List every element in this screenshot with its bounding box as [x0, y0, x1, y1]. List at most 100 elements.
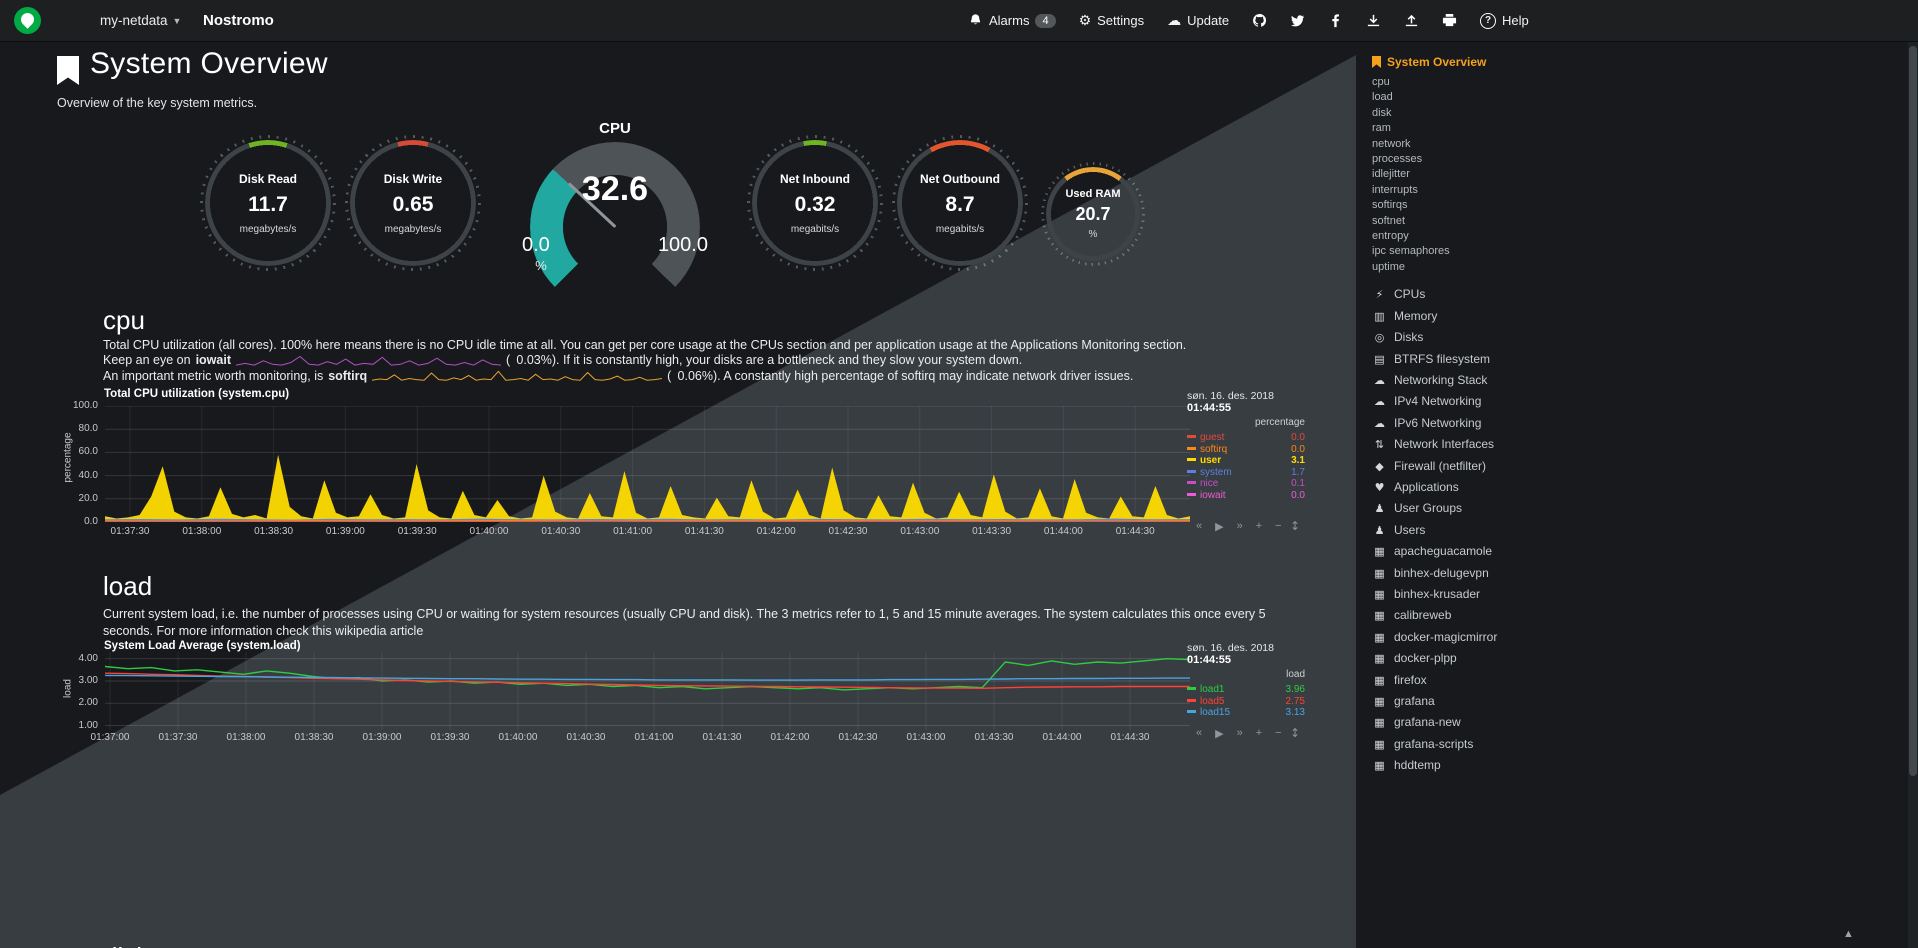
sidebar-section-users[interactable]: ♟ Users: [1372, 520, 1592, 541]
legend-item-load1[interactable]: load1 3.96: [1187, 684, 1305, 696]
pan-forward-icon[interactable]: »: [1236, 520, 1243, 532]
x-axis-label: 01:41:30: [684, 526, 724, 537]
cpu-utilization-chart[interactable]: [105, 406, 1190, 522]
sidebar-item-ipc-semaphores[interactable]: ipc semaphores: [1372, 245, 1450, 258]
sidebar-section-user-groups[interactable]: ♟ User Groups: [1372, 498, 1592, 519]
sidebar-item-idlejitter[interactable]: idlejitter: [1372, 168, 1410, 181]
play-icon[interactable]: ▶: [1215, 728, 1224, 740]
sidebar-section-firewall-netfilter-[interactable]: ◆ Firewall (netfilter): [1372, 456, 1592, 477]
sidebar-item-uptime[interactable]: uptime: [1372, 260, 1406, 273]
help-button[interactable]: ? Help: [1480, 12, 1529, 29]
pan-backward-icon[interactable]: «: [1196, 520, 1203, 532]
sidebar-section-label: Users: [1394, 522, 1426, 537]
zoom-out-icon[interactable]: −: [1275, 520, 1282, 532]
resize-handle-icon[interactable]: ↕: [1290, 519, 1301, 533]
sidebar-app-calibreweb[interactable]: ▦ calibreweb: [1372, 605, 1592, 626]
sidebar-item-softnet[interactable]: softnet: [1372, 214, 1406, 227]
sidebar-app-firefox[interactable]: ▦ firefox: [1372, 670, 1592, 691]
update-button[interactable]: ☁ Update: [1167, 13, 1229, 28]
sidebar-section-btrfs-filesystem[interactable]: ▤ BTRFS filesystem: [1372, 349, 1592, 370]
pan-forward-icon[interactable]: »: [1236, 727, 1243, 739]
legend-item-load5[interactable]: load5 2.75: [1187, 696, 1305, 708]
legend-item-softirq[interactable]: softirq 0.0: [1187, 444, 1305, 456]
gauge-unit: megabytes/s: [384, 223, 442, 235]
sidebar-section-network-interfaces[interactable]: ⇅ Network Interfaces: [1372, 434, 1592, 455]
sidebar-app-docker-plpp[interactable]: ▦ docker-plpp: [1372, 648, 1592, 669]
y-axis-label: 40.0: [78, 470, 98, 481]
legend-item-nice[interactable]: nice 0.1: [1187, 478, 1305, 490]
sidebar-section-networking-stack[interactable]: ☁ Networking Stack: [1372, 370, 1592, 391]
back-to-top-button[interactable]: ▲: [1843, 928, 1854, 940]
pan-backward-icon[interactable]: «: [1196, 727, 1203, 739]
iowait-sparkline-chart[interactable]: [236, 353, 501, 366]
netdata-logo[interactable]: [14, 7, 41, 34]
sidebar-app-docker-magicmirror[interactable]: ▦ docker-magicmirror: [1372, 627, 1592, 648]
gauge-cpu[interactable]: CPU 32.6 0.0 100.0 %: [520, 116, 710, 312]
gauge-arc: [1046, 167, 1140, 261]
sidebar-section-label: CPUs: [1394, 287, 1426, 302]
sidebar-item-entropy[interactable]: entropy: [1372, 230, 1409, 243]
gauge-disk-read[interactable]: Disk Read 11.7 megabytes/s: [200, 135, 336, 271]
gauge-net-outbound[interactable]: Net Outbound 8.7 megabits/s: [892, 135, 1028, 271]
print-button[interactable]: [1442, 13, 1457, 28]
resize-handle-icon[interactable]: ↕: [1290, 726, 1301, 740]
export-snapshot-button[interactable]: [1366, 13, 1381, 28]
my-netdata-dropdown[interactable]: my-netdata ▼: [100, 0, 181, 41]
sidebar-section-ipv4-networking[interactable]: ☁ IPv4 Networking: [1372, 391, 1592, 412]
sidebar-app-binhex-delugevpn[interactable]: ▦ binhex-delugevpn: [1372, 563, 1592, 584]
gauge-title: Net Outbound: [920, 171, 1000, 186]
github-icon: [1253, 13, 1267, 27]
gauge-used-ram[interactable]: Used RAM 20.7%: [1041, 162, 1145, 266]
load-average-chart[interactable]: [105, 652, 1190, 730]
legend-item-system[interactable]: system 1.7: [1187, 467, 1305, 479]
zoom-in-icon[interactable]: +: [1255, 727, 1263, 739]
sidebar-item-network[interactable]: network: [1372, 137, 1411, 150]
sidebar-app-grafana-new[interactable]: ▦ grafana-new: [1372, 712, 1592, 733]
printer-icon: [1442, 13, 1457, 27]
sidebar-item-cpu[interactable]: cpu: [1372, 76, 1390, 88]
top-navbar: my-netdata ▼ Nostromo Alarms 4 ⚙ Setting…: [0, 0, 1918, 42]
github-button[interactable]: [1252, 13, 1267, 28]
sidebar-app-label: binhex-delugevpn: [1394, 565, 1489, 580]
sidebar-item-ram[interactable]: ram: [1372, 122, 1391, 135]
x-axis-label: 01:37:30: [158, 732, 198, 743]
sidebar-item-disk[interactable]: disk: [1372, 106, 1392, 119]
sidebar-app-apacheguacamole[interactable]: ▦ apacheguacamole: [1372, 541, 1592, 562]
sidebar-item-interrupts[interactable]: interrupts: [1372, 183, 1418, 196]
import-snapshot-button[interactable]: [1404, 13, 1419, 28]
y-axis-label: 4.00: [78, 653, 98, 664]
bookmark-icon: [57, 56, 79, 85]
sidebar-section-applications[interactable]: ♥ Applications: [1372, 477, 1592, 498]
play-icon[interactable]: ▶: [1215, 521, 1224, 533]
legend-item-load15[interactable]: load15 3.13: [1187, 707, 1305, 719]
alarms-button[interactable]: Alarms 4: [968, 13, 1056, 28]
cpu-chart-x-axis: 01:37:30 01:38:00 01:38:30 01:39:00 01:39:30…: [0, 526, 1918, 538]
sidebar-section-cpus[interactable]: ⚡ CPUs: [1372, 284, 1592, 305]
gauge-net-inbound[interactable]: Net Inbound 0.32 megabits/s: [747, 135, 883, 271]
zoom-out-icon[interactable]: −: [1275, 727, 1282, 739]
sidebar-item-system-overview[interactable]: System Overview: [1372, 55, 1592, 69]
facebook-button[interactable]: [1328, 13, 1343, 28]
sidebar-section-ipv6-networking[interactable]: ☁ IPv6 Networking: [1372, 413, 1592, 434]
sidebar-section-label: Applications: [1394, 479, 1459, 494]
legend-item-iowait[interactable]: iowait 0.0: [1187, 490, 1305, 502]
legend-item-guest[interactable]: guest 0.0: [1187, 432, 1305, 444]
sidebar-item-load[interactable]: load: [1372, 91, 1393, 104]
gauge-disk-write[interactable]: Disk Write 0.65 megabytes/s: [345, 135, 481, 271]
sidebar-app-grafana[interactable]: ▦ grafana: [1372, 691, 1592, 712]
sidebar-section-disks[interactable]: ◎ Disks: [1372, 327, 1592, 348]
sidebar-app-grafana-scripts[interactable]: ▦ grafana-scripts: [1372, 734, 1592, 755]
zoom-in-icon[interactable]: +: [1255, 520, 1263, 532]
page-scrollbar[interactable]: [1908, 41, 1918, 948]
sidebar-item-processes[interactable]: processes: [1372, 153, 1423, 166]
sidebar-section-memory[interactable]: ▥ Memory: [1372, 306, 1592, 327]
sidebar-section-label: IPv6 Networking: [1394, 415, 1482, 430]
scrollbar-thumb[interactable]: [1909, 46, 1917, 776]
settings-button[interactable]: ⚙ Settings: [1079, 13, 1145, 28]
sidebar-app-hddtemp[interactable]: ▦ hddtemp: [1372, 755, 1592, 776]
sidebar-item-softirqs[interactable]: softirqs: [1372, 199, 1408, 212]
twitter-button[interactable]: [1290, 13, 1305, 28]
softirq-sparkline-chart[interactable]: [372, 369, 663, 382]
sidebar-app-binhex-krusader[interactable]: ▦ binhex-krusader: [1372, 584, 1592, 605]
legend-item-user[interactable]: user 3.1: [1187, 455, 1305, 467]
